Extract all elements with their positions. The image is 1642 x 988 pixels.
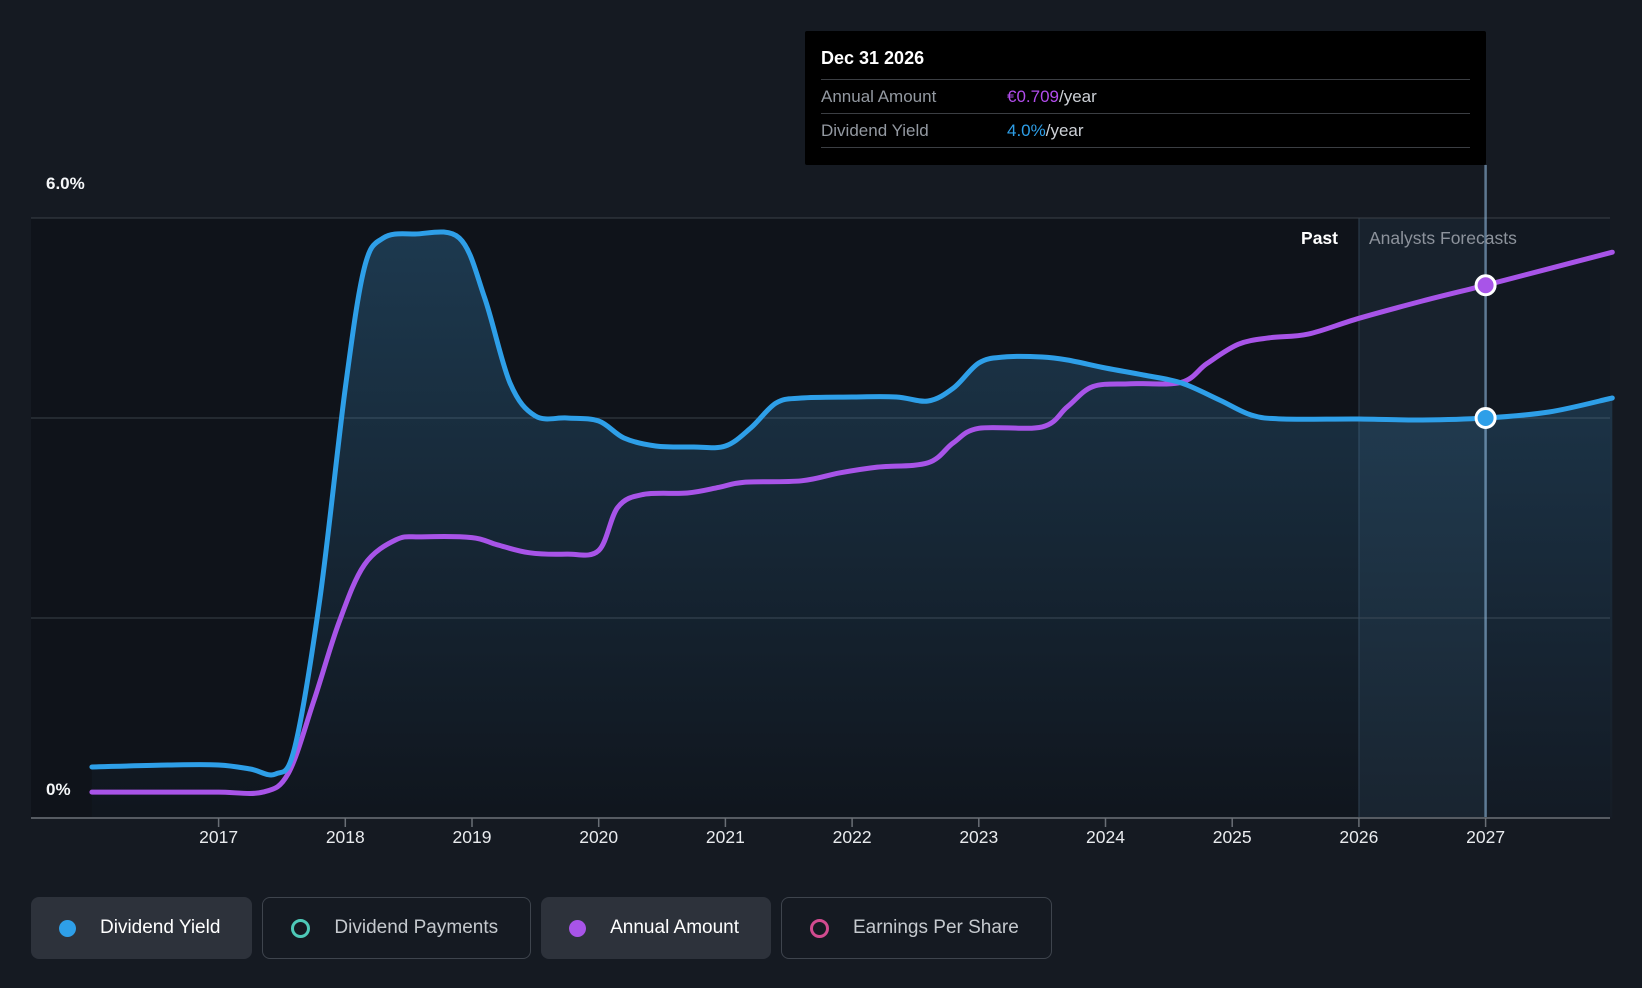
tooltip-row-label: Dividend Yield <box>821 120 929 140</box>
x-axis-label-2025: 2025 <box>1212 827 1252 847</box>
annual-amount-hover-dot <box>1474 274 1497 297</box>
annual-amount-line <box>89 249 1615 796</box>
tooltip-row-value: €0.709 <box>1007 86 1059 106</box>
legend-label: Dividend Payments <box>334 917 499 938</box>
legend-marker-ring <box>810 918 829 938</box>
forecast-region-label: Analysts Forecasts <box>1369 228 1517 248</box>
x-axis-label-2026: 2026 <box>1339 827 1379 847</box>
x-axis-label-2023: 2023 <box>959 827 999 847</box>
x-axis-label-2020: 2020 <box>579 827 619 847</box>
tooltip-row-suffix: /year <box>1045 120 1084 140</box>
tooltip-row-annual-amount: Annual Amount €0.709/year <box>821 79 1470 113</box>
tooltip-rows: Annual Amount €0.709/year Dividend Yield 4.… <box>821 79 1470 148</box>
past-region-label: Past <box>1301 228 1338 248</box>
y-axis-label-top: 6.0% <box>46 174 85 193</box>
x-axis-label-2021: 2021 <box>705 827 745 847</box>
legend-label: Dividend Yield <box>100 917 221 938</box>
tooltip-row-label: Annual Amount <box>821 86 937 106</box>
x-axis-label-2024: 2024 <box>1086 827 1125 847</box>
legend-button-earnings-per-share[interactable]: Earnings Per Share <box>781 897 1052 959</box>
x-axis-label-2027: 2027 <box>1466 827 1506 847</box>
x-axis-label-2017: 2017 <box>199 827 239 847</box>
tooltip-row-value: 4.0% <box>1007 120 1046 140</box>
hover-tooltip: Dec 31 2026 Annual Amount €0.709/year Divi… <box>805 31 1486 165</box>
legend-marker-ring <box>291 918 311 938</box>
tooltip-row-dividend-yield: Dividend Yield 4.0%/year <box>821 113 1470 148</box>
legend-button-dividend-yield[interactable]: Dividend Yield <box>31 897 253 959</box>
legend-button-annual-amount[interactable]: Annual Amount <box>541 897 771 959</box>
x-axis-label-2022: 2022 <box>832 827 872 847</box>
tooltip-date: Dec 31 2026 <box>821 48 925 68</box>
dividend-yield-area <box>91 231 1613 819</box>
dividend-yield-line <box>89 229 1615 778</box>
legend-button-dividend-payments[interactable]: Dividend Payments <box>262 897 532 959</box>
dividend-yield-hover-dot <box>1474 407 1497 429</box>
tooltip-row-suffix: /year <box>1059 86 1097 106</box>
y-axis-label-zero: 0% <box>46 780 71 799</box>
x-axis-label-2018: 2018 <box>325 827 365 847</box>
legend-marker-dot <box>59 919 76 937</box>
legend-label: Annual Amount <box>610 917 739 938</box>
legend-marker-dot <box>569 919 587 937</box>
legend-label: Earnings Per Share <box>853 917 1019 938</box>
chart-legend: Dividend Yield Dividend Payments Annual Am… <box>31 897 1052 959</box>
x-axis-label-2019: 2019 <box>452 827 492 847</box>
